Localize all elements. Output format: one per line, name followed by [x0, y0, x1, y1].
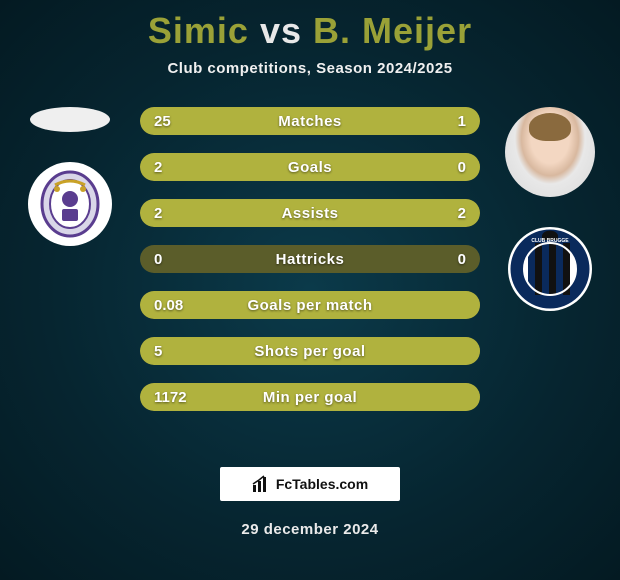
anderlecht-crest-icon: [35, 169, 105, 239]
stat-bar: 1172 Min per goal: [140, 383, 480, 411]
subtitle: Club competitions, Season 2024/2025: [0, 60, 620, 77]
club-brugge-crest-icon: CLUB BRUGGE: [509, 228, 591, 310]
stat-value-left: 2: [154, 205, 162, 222]
stat-label: Matches: [278, 113, 342, 130]
stat-label: Goals: [288, 159, 332, 176]
player-b-name: B. Meijer: [313, 10, 472, 51]
player-a-photo: [30, 107, 110, 132]
stat-bar: 2 Goals 0: [140, 153, 480, 181]
stat-bar: 0 Hattricks 0: [140, 245, 480, 273]
stat-bar: 0.08 Goals per match: [140, 291, 480, 319]
crest-ring-text: CLUB BRUGGE: [531, 238, 569, 244]
left-column: [20, 107, 120, 246]
stat-bar: 5 Shots per goal: [140, 337, 480, 365]
stat-value-right: 0: [458, 251, 466, 268]
stat-value-left: 25: [154, 113, 171, 130]
stat-value-left: 0.08: [154, 297, 183, 314]
stat-label: Assists: [282, 205, 339, 222]
stat-value-left: 2: [154, 159, 162, 176]
right-column: CLUB BRUGGE: [500, 107, 600, 311]
stat-label: Shots per goal: [254, 343, 365, 360]
bar-fill-right: [466, 107, 480, 135]
stat-value-right: 0: [458, 159, 466, 176]
stat-bars: 25 Matches 1 2 Goals 0 2 Assists 2 0 Hattricks 0 0.0…: [140, 107, 480, 411]
chart-icon: [252, 475, 270, 493]
stat-value-left: 0: [154, 251, 162, 268]
stat-value-left: 5: [154, 343, 162, 360]
player-a-name: Simic: [148, 10, 249, 51]
vs-text: vs: [260, 10, 302, 51]
content-area: CLUB BRUGGE 25 Matches 1 2 Goals 0 2 Assists 2 0 H…: [0, 107, 620, 437]
club-a-crest: [28, 162, 112, 246]
stat-label: Hattricks: [276, 251, 345, 268]
branding-text: FcTables.com: [276, 476, 368, 492]
stat-label: Min per goal: [263, 389, 357, 406]
stat-value-left: 1172: [154, 389, 187, 406]
stat-bar: 2 Assists 2: [140, 199, 480, 227]
branding-badge[interactable]: FcTables.com: [220, 467, 400, 501]
stat-label: Goals per match: [247, 297, 372, 314]
comparison-title: Simic vs B. Meijer: [0, 0, 620, 52]
player-b-photo: [505, 107, 595, 197]
stat-value-right: 2: [458, 205, 466, 222]
stat-bar: 25 Matches 1: [140, 107, 480, 135]
stat-value-right: 1: [458, 113, 466, 130]
snapshot-date: 29 december 2024: [0, 521, 620, 538]
club-b-crest: CLUB BRUGGE: [508, 227, 592, 311]
